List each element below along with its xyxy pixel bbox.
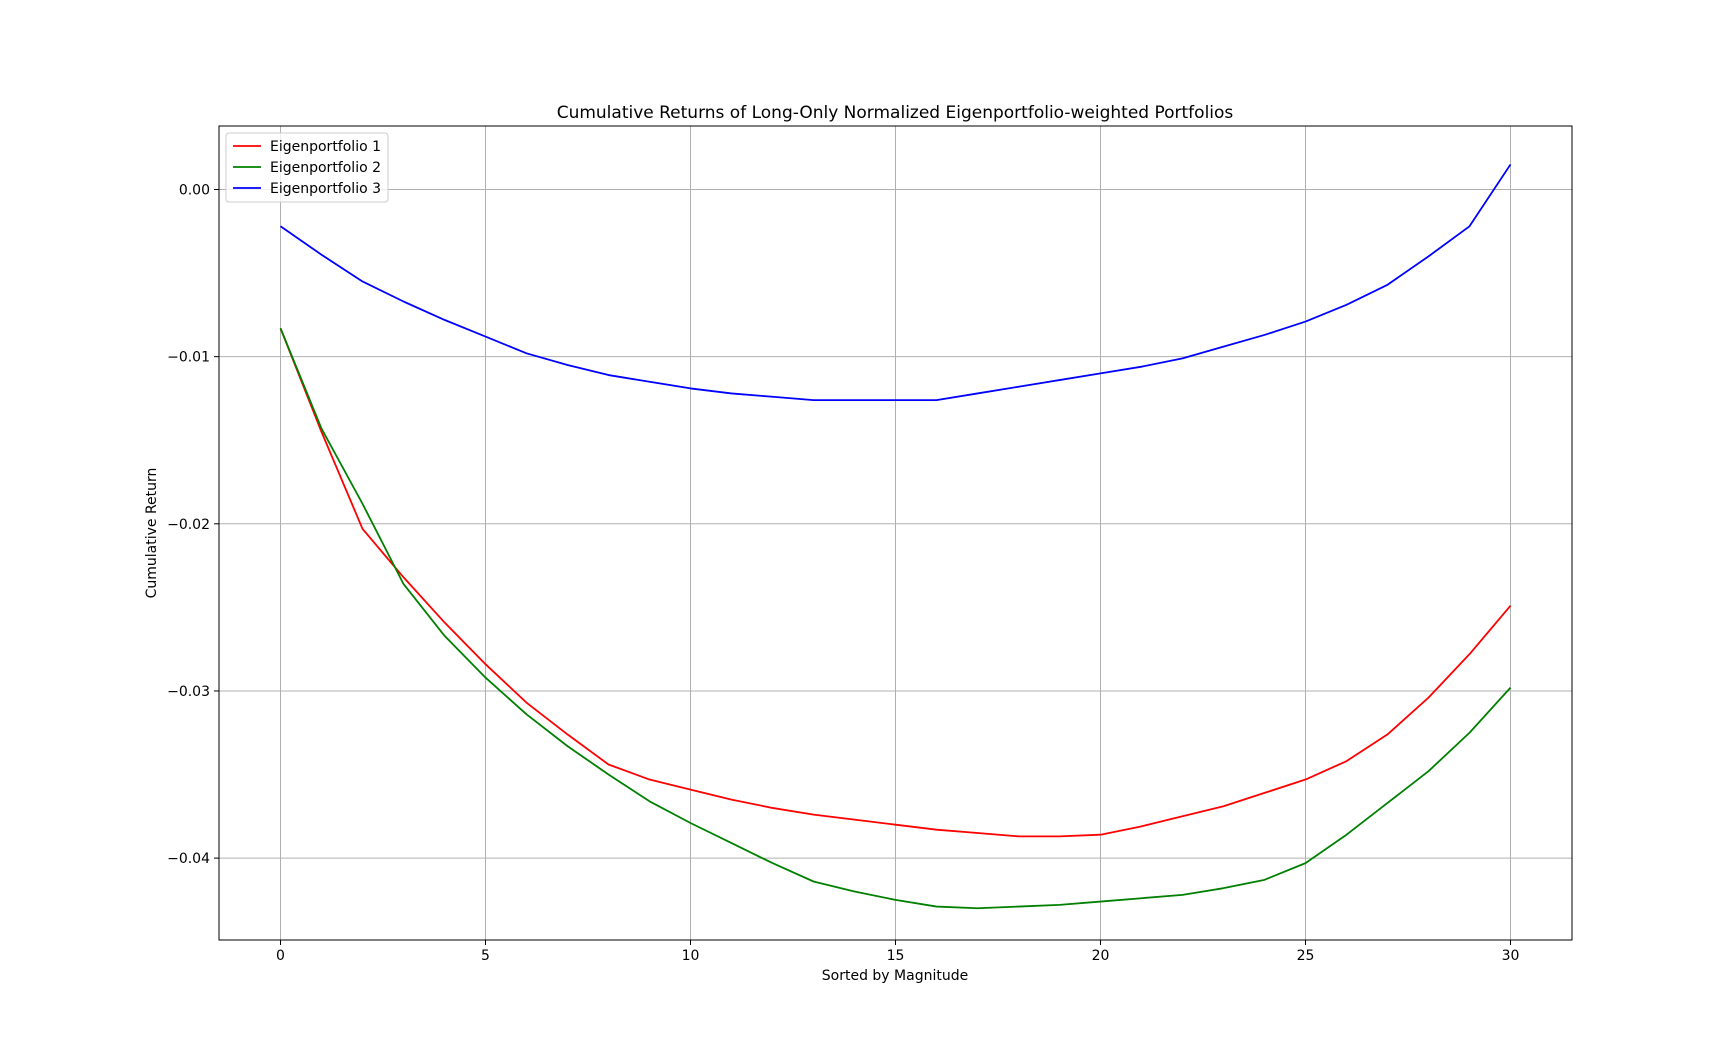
grid-lines <box>219 126 1572 940</box>
x-tick-label: 15 <box>887 948 905 964</box>
legend: Eigenportfolio 1 Eigenportfolio 2 Eigenp… <box>225 132 389 203</box>
series-line-eigenportfolio-3 <box>279 163 1512 402</box>
x-tick-label: 25 <box>1297 948 1315 964</box>
x-tick-label: 0 <box>276 948 285 964</box>
x-tick-label: 10 <box>682 948 700 964</box>
y-tick-label: −0.04 <box>167 851 210 867</box>
x-tick-label: 30 <box>1502 948 1520 964</box>
series-line-eigenportfolio-1 <box>279 327 1512 838</box>
y-tick-label: −0.01 <box>167 350 210 366</box>
legend-box <box>225 132 389 203</box>
x-axis-label: Sorted by Magnitude <box>822 968 968 984</box>
series-lines <box>279 163 1512 910</box>
y-tick-label: 0.00 <box>179 183 210 199</box>
legend-label-eigenportfolio-2: Eigenportfolio 2 <box>270 160 381 176</box>
legend-label-eigenportfolio-3: Eigenportfolio 3 <box>270 181 381 197</box>
y-axis-label: Cumulative Return <box>144 468 160 599</box>
chart-title: Cumulative Returns of Long-Only Normaliz… <box>557 103 1234 123</box>
y-tick-label: −0.02 <box>167 517 210 533</box>
axis-ticks: 0 5 10 15 20 25 30 0.00 −0.01 −0.02 −0.03 −0.04 <box>167 183 1519 964</box>
y-tick-label: −0.03 <box>167 684 210 700</box>
x-tick-label: 20 <box>1092 948 1110 964</box>
x-tick-label: 5 <box>481 948 490 964</box>
series-line-eigenportfolio-2 <box>279 327 1512 910</box>
legend-label-eigenportfolio-1: Eigenportfolio 1 <box>270 139 381 155</box>
